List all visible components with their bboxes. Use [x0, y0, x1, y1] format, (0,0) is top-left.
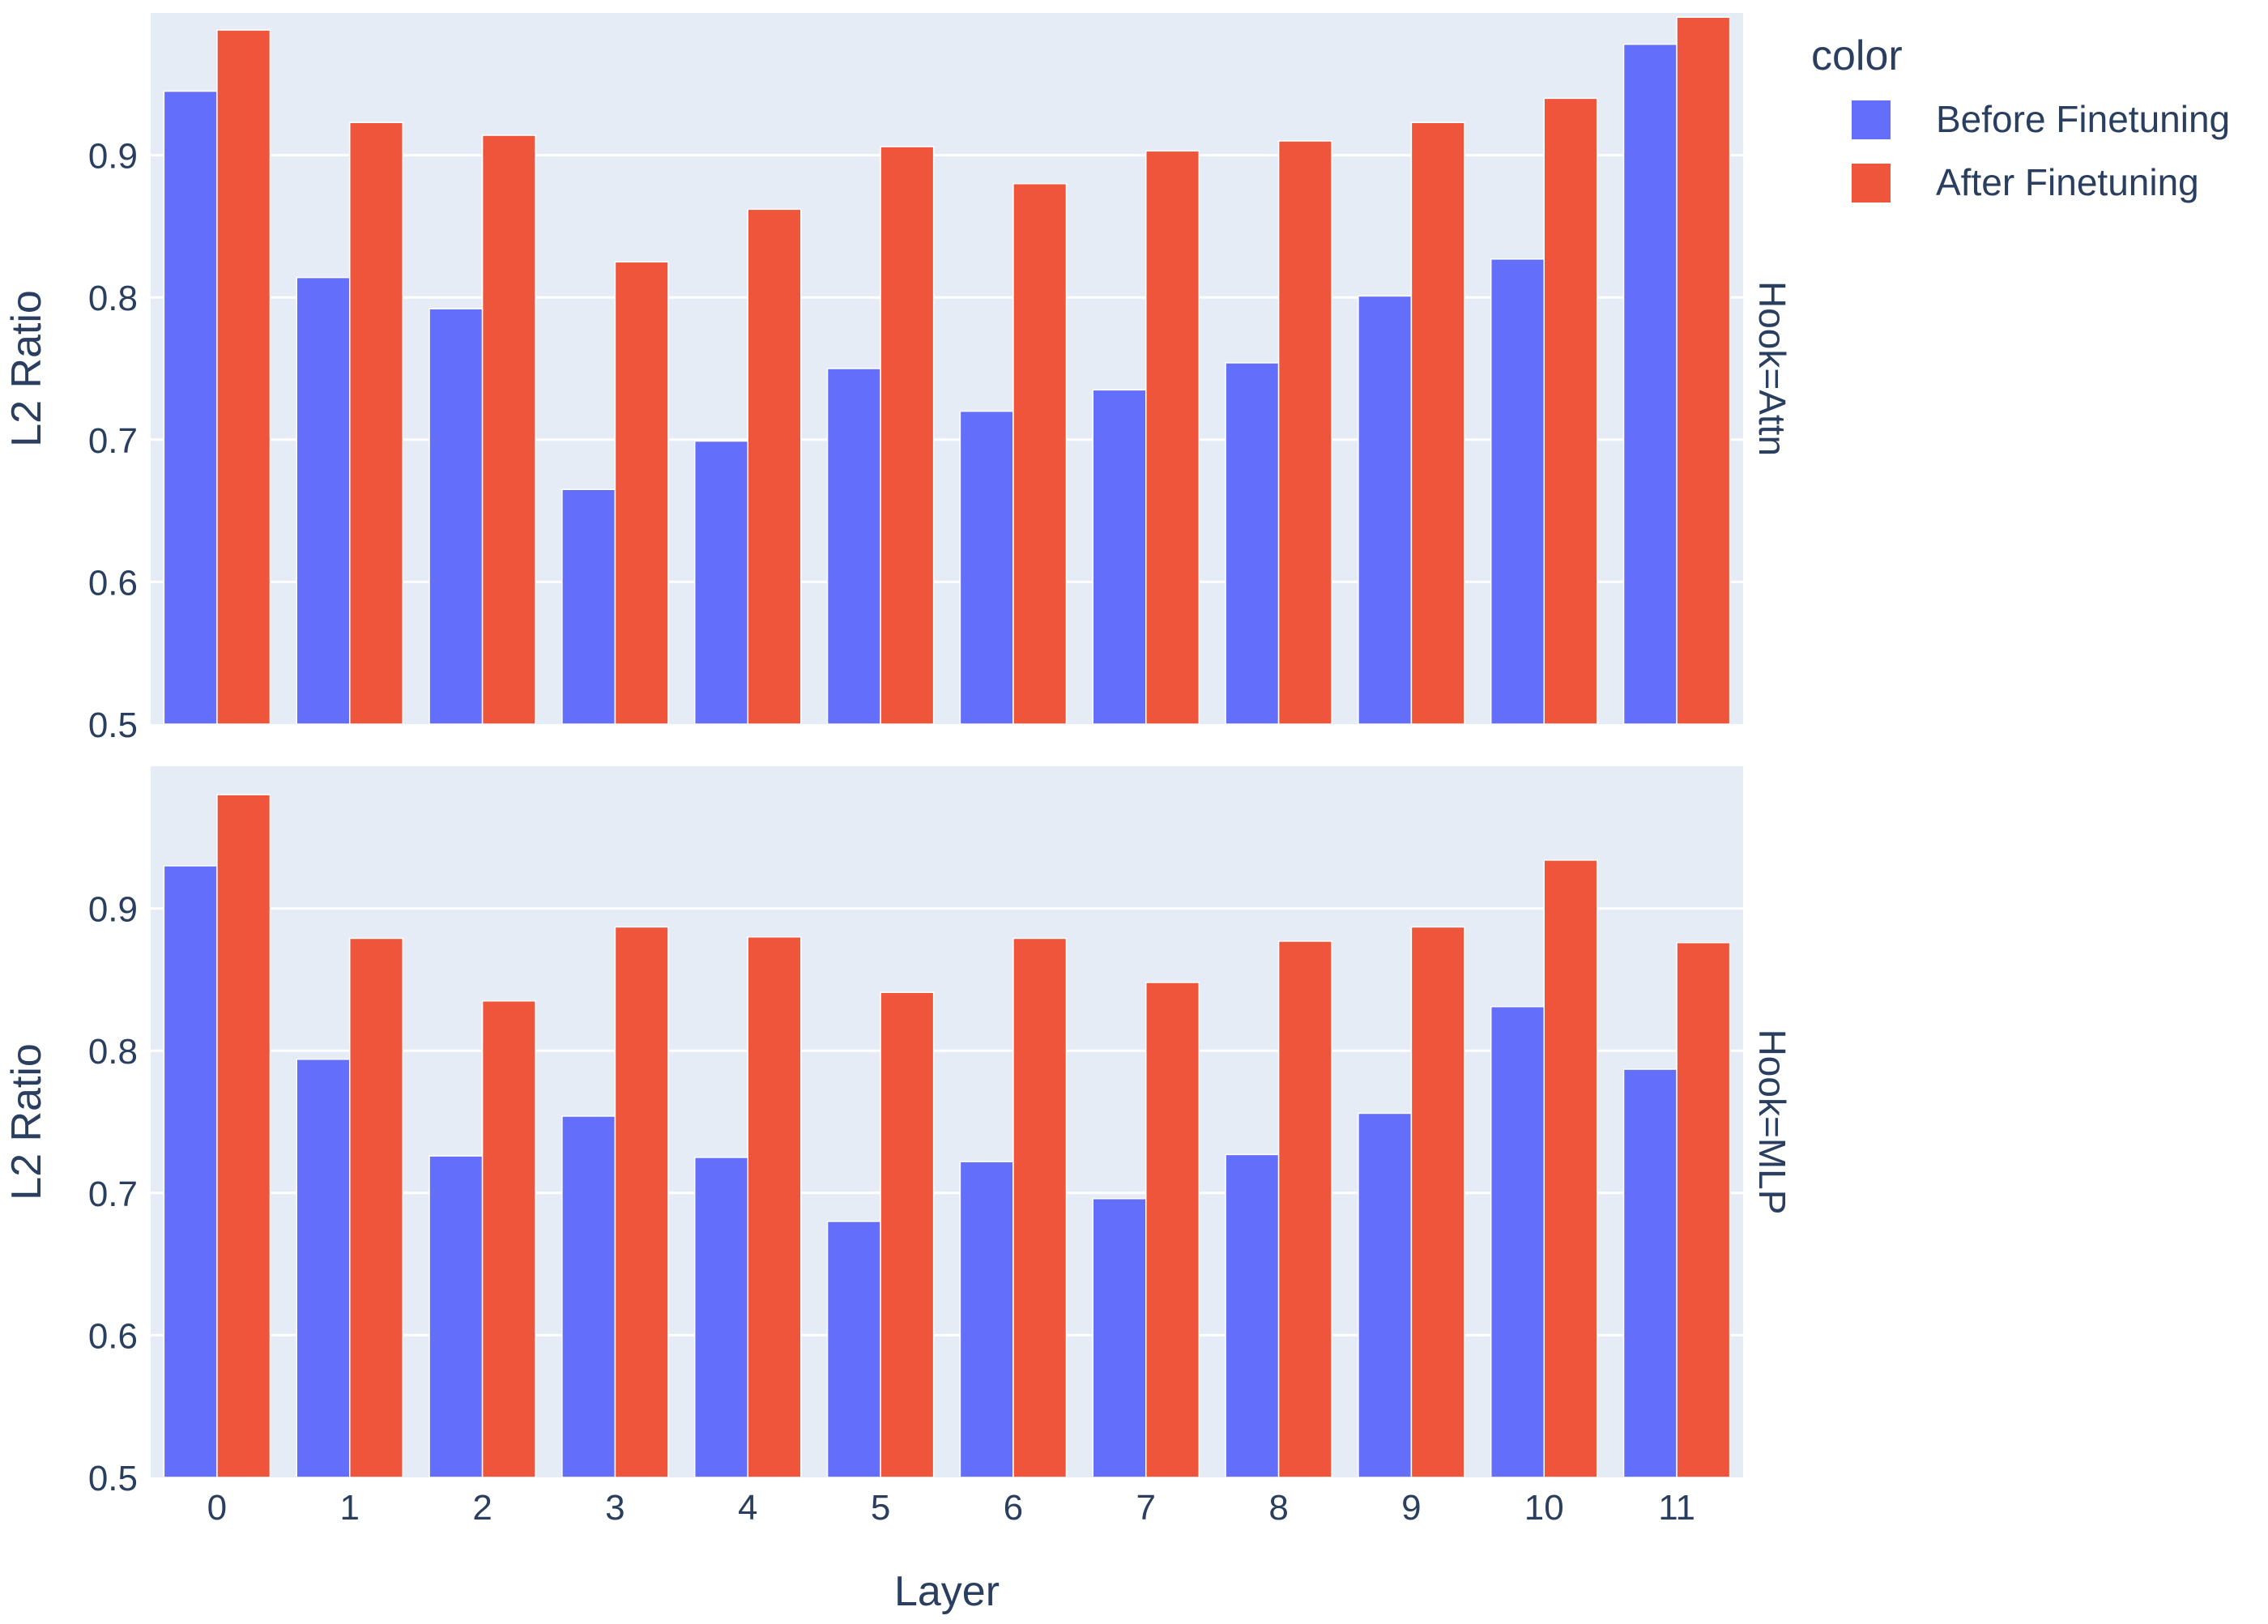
x-tick-label: 8: [1268, 1488, 1288, 1528]
x-tick-label: 1: [340, 1488, 360, 1528]
y-tick-label: 0.6: [88, 1316, 138, 1356]
x-tick-label: 11: [1658, 1488, 1695, 1528]
bar: [1358, 1112, 1413, 1478]
bar: [1676, 16, 1731, 725]
bar: [1145, 982, 1200, 1478]
legend-swatch[interactable]: [1852, 164, 1891, 202]
bar: [959, 1161, 1014, 1478]
bar: [1092, 1198, 1147, 1478]
bar: [1013, 937, 1068, 1478]
bar: [693, 1157, 749, 1478]
bar: [747, 936, 802, 1478]
bar: [216, 794, 271, 1478]
bar: [1225, 362, 1280, 725]
bar: [1277, 140, 1332, 725]
bar: [1225, 1153, 1280, 1478]
bar: [561, 1115, 616, 1478]
bar: [959, 410, 1014, 725]
plot-background: [151, 766, 1743, 1477]
x-tick-label: 6: [1004, 1488, 1023, 1528]
bar: [1543, 97, 1598, 725]
y-tick-label: 0.9: [88, 890, 138, 930]
bar: [481, 134, 536, 725]
x-tick-label: 9: [1401, 1488, 1421, 1528]
y-tick-label: 0.8: [88, 1032, 138, 1072]
legend-swatch[interactable]: [1852, 100, 1891, 139]
y-tick-label: 0.7: [88, 1174, 138, 1214]
bar: [1410, 926, 1465, 1478]
bar: [428, 1155, 484, 1478]
bar: [1410, 121, 1465, 725]
y-tick-label: 0.5: [88, 705, 138, 745]
x-tick-label: 7: [1136, 1488, 1156, 1528]
facet-label: Hook=Attn: [1751, 281, 1793, 456]
y-tick-label: 0.7: [88, 421, 138, 461]
x-axis-title: Layer: [894, 1568, 1000, 1615]
bar: [296, 1058, 351, 1478]
bar: [1145, 150, 1200, 725]
x-tick-label: 4: [738, 1488, 757, 1528]
legend-entry-label: Before Finetuning: [1936, 98, 2230, 140]
bar: [1092, 389, 1147, 725]
bar: [216, 29, 271, 725]
bar: [826, 1221, 881, 1478]
bar: [1490, 258, 1545, 725]
bar: [1676, 941, 1731, 1478]
bar: [163, 865, 218, 1478]
y-tick-label: 0.8: [88, 279, 138, 318]
bar: [296, 276, 351, 725]
bar: [349, 121, 404, 725]
bar: [481, 1000, 536, 1478]
bar: [1543, 859, 1598, 1478]
bar: [880, 146, 935, 725]
bar: [1013, 182, 1068, 725]
bar: [1622, 43, 1678, 725]
x-tick-label: 0: [207, 1488, 227, 1528]
bar: [1490, 1006, 1545, 1478]
bar: [163, 90, 218, 725]
y-tick-label: 0.9: [88, 137, 138, 177]
bar: [747, 208, 802, 725]
plot-background: [151, 13, 1743, 724]
bar: [428, 308, 484, 725]
y-axis-title: L2 Ratio: [3, 290, 50, 447]
legend-entry-label: After Finetuning: [1936, 161, 2199, 203]
bar: [826, 368, 881, 725]
bar: [1622, 1068, 1678, 1478]
x-tick-label: 2: [472, 1488, 492, 1528]
x-tick-label: 3: [605, 1488, 625, 1528]
y-tick-label: 0.6: [88, 563, 138, 603]
bar: [614, 926, 669, 1478]
bar: [880, 991, 935, 1478]
bar: [693, 440, 749, 725]
x-tick-label: 10: [1524, 1488, 1564, 1528]
y-axis-title: L2 Ratio: [3, 1043, 50, 1200]
bar: [349, 937, 404, 1478]
legend-title: color: [1811, 32, 1903, 79]
bar: [1358, 295, 1413, 725]
x-tick-label: 5: [871, 1488, 890, 1528]
facet-label: Hook=MLP: [1751, 1029, 1793, 1215]
bar: [561, 488, 616, 725]
bar: [614, 261, 669, 725]
y-tick-label: 0.5: [88, 1459, 138, 1498]
bar: [1277, 940, 1332, 1478]
